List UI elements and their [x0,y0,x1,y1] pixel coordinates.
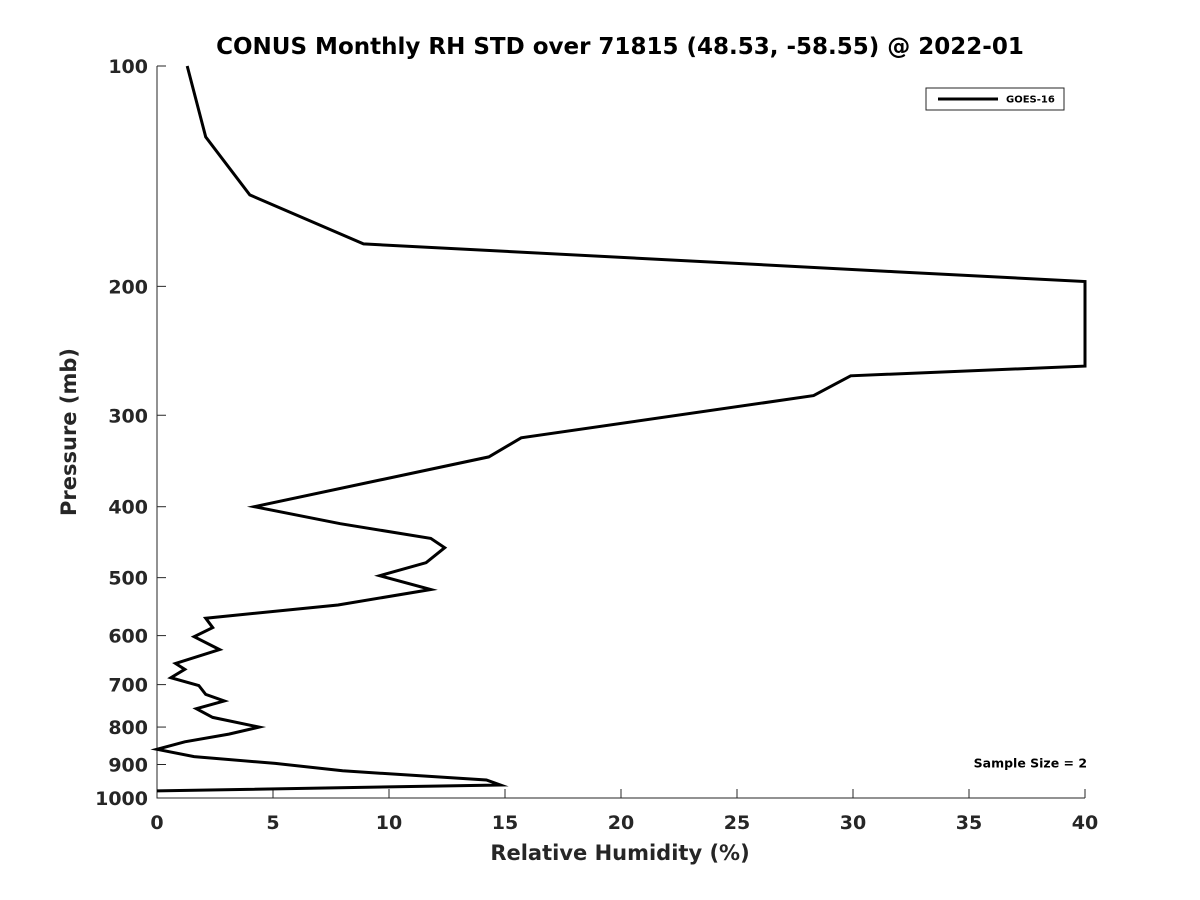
x-tick-label: 5 [266,812,279,834]
x-tick-label: 40 [1072,812,1098,834]
sample-size-annotation: Sample Size = 2 [974,756,1087,771]
chart-title: CONUS Monthly RH STD over 71815 (48.53, … [216,34,1024,60]
x-tick-label: 10 [376,812,402,834]
y-tick-label: 300 [108,405,148,427]
y-tick-label: 700 [108,675,148,697]
x-tick-label: 0 [150,812,163,834]
y-tick-label: 1000 [95,788,148,810]
series-line [150,65,1087,793]
x-tick-label: 20 [608,812,634,834]
y-axis-label: Pressure (mb) [57,348,81,516]
plot-area: 0 5 10 15 20 25 30 35 40 100 200 300 400 500 600 700 800… [95,56,1098,834]
x-axis-label: Relative Humidity (%) [490,841,749,865]
x-tick-label: 35 [956,812,982,834]
x-tick-label: 25 [724,812,750,834]
y-tick-label: 200 [108,276,148,298]
y-tick-label: 500 [108,568,148,590]
y-tick-label: 600 [108,626,148,648]
y-tick-label: 900 [108,755,148,777]
x-tick-label: 15 [492,812,518,834]
y-tick-label: 400 [108,497,148,519]
y-tick-label: 100 [108,56,148,78]
legend-label: GOES-16 [1006,95,1055,106]
x-tick-label: 30 [840,812,866,834]
y-tick-label: 800 [108,717,148,739]
